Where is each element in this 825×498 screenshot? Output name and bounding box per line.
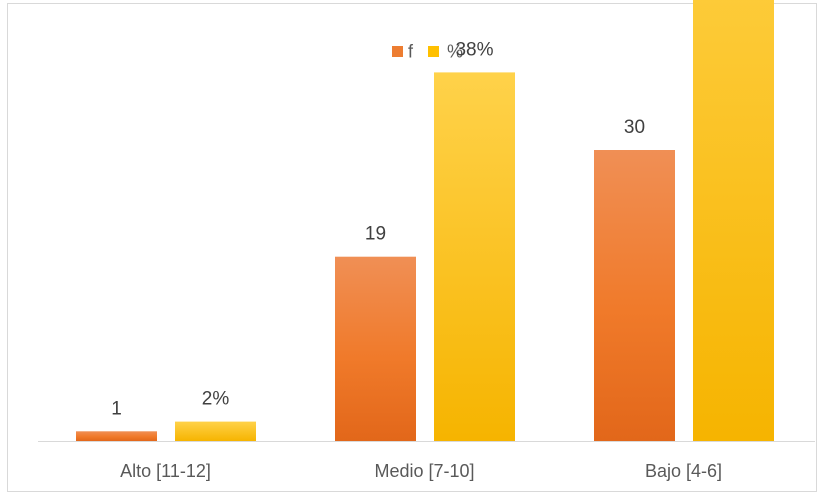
data-label-pct-1: 38% [455, 39, 493, 60]
x-tick-label-0: Alto [11-12] [120, 461, 211, 481]
legend: f% [392, 42, 463, 62]
bar-f-1 [335, 256, 416, 441]
x-tick-label-2: Bajo [4-6] [645, 461, 722, 481]
legend-swatch-pct [428, 46, 439, 57]
data-label-f-0: 1 [111, 398, 122, 419]
bar-f-2 [594, 150, 675, 441]
bar-pct-0 [175, 421, 256, 441]
x-axis-tick-labels: Alto [11-12] Medio [7-10] Bajo [4-6] [120, 461, 722, 481]
x-tick-label-1: Medio [7-10] [374, 461, 474, 481]
bars-layer [76, 0, 774, 442]
data-label-f-2: 30 [624, 117, 645, 138]
legend-label-pct: % [447, 42, 463, 62]
legend-label-f: f [408, 42, 414, 62]
bar-f-0 [76, 431, 157, 441]
data-label-pct-0: 2% [202, 389, 230, 410]
bar-pct-1 [434, 72, 515, 442]
bar-pct-2 [693, 0, 774, 441]
data-label-f-1: 19 [365, 224, 386, 245]
legend-swatch-f [392, 46, 403, 57]
